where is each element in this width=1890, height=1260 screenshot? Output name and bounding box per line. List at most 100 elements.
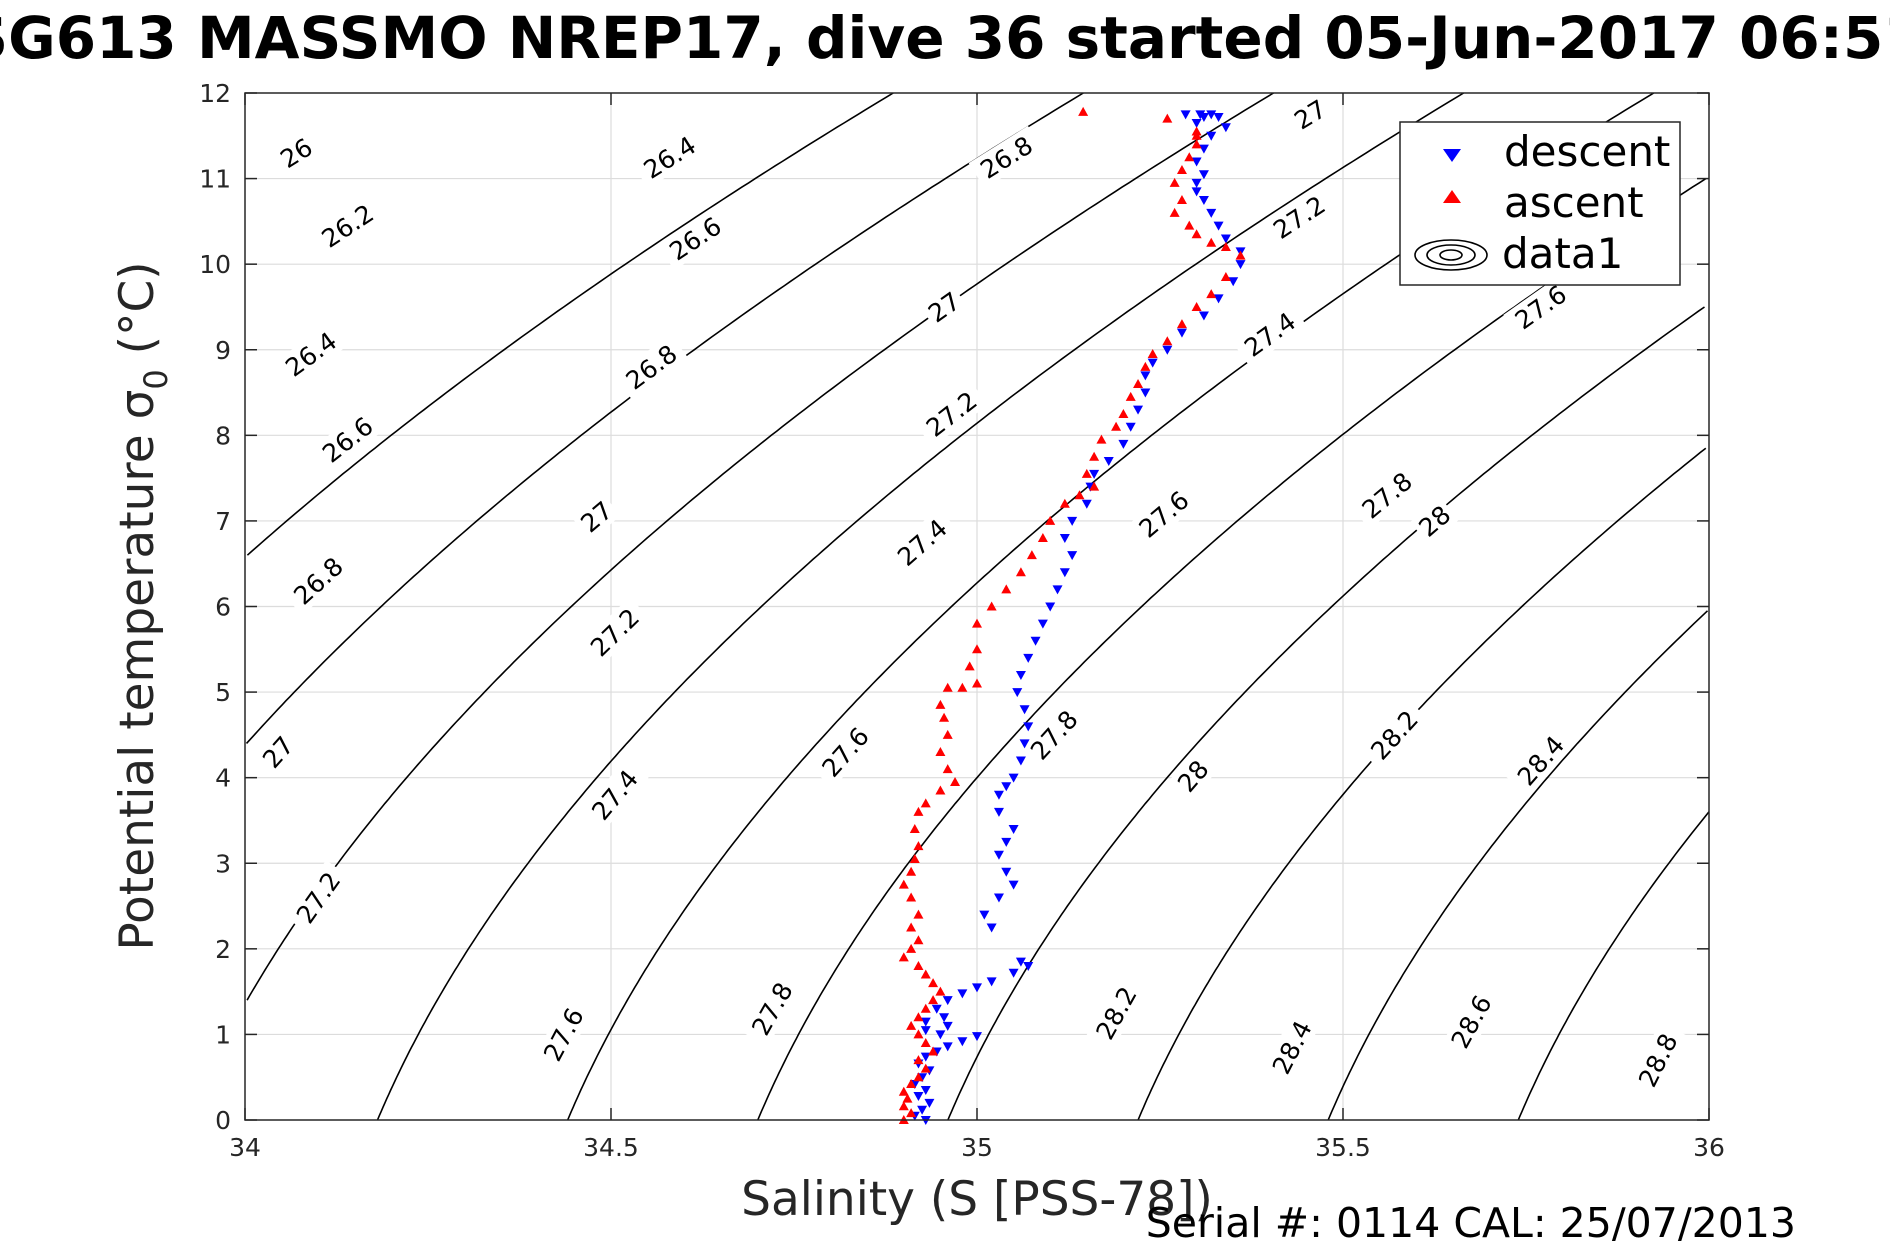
ascent-point-50 [1037,533,1048,543]
legend-contour-icon [1414,239,1488,271]
ascent-point-12 [906,1020,917,1030]
descent-point-18 [920,1017,931,1027]
descent-point-63 [1140,371,1151,381]
ascent-point-37 [942,729,953,739]
descent-point-13 [957,1037,968,1047]
legend-ascent-marker [1443,190,1461,203]
descent-point-44 [1012,688,1023,698]
descent-point-50 [1052,585,1063,595]
ascent-point-5 [906,1079,917,1089]
ascent-point-58 [1111,421,1122,431]
ascent-point-52 [1059,498,1070,508]
descent-point-27 [1015,957,1026,967]
ascent-point-74 [1169,207,1180,217]
ascent-point-55 [1081,468,1092,478]
descent-point-61 [1133,405,1144,415]
contour-label-halo-8 [657,206,733,271]
ascent-point-30 [909,824,920,834]
ascent-point-4 [898,1086,909,1096]
descent-point-77 [1191,178,1202,188]
ascent-point-20 [898,952,909,962]
descent-point-51 [1059,568,1070,578]
x-tick-label-35: 35 [961,1133,993,1162]
ascent-point-67 [1206,289,1217,299]
contour-line-27-4 [1137,447,1707,1121]
descent-point-73 [1213,221,1224,231]
descent-point-65 [1162,345,1173,355]
descent-point-25 [1008,968,1019,978]
x-tick-label-34: 34 [229,1133,261,1162]
descent-point-86 [1180,110,1191,120]
descent-point-53 [1059,534,1070,544]
ascent-point-47 [1001,584,1012,594]
ascent-point-16 [935,986,946,996]
contour-label-halo-28 [1350,461,1424,530]
descent-point-76 [1191,187,1202,197]
ascent-point-36 [935,746,946,756]
contour-label-halo-11 [579,597,651,668]
contour-label-halo-32 [1506,724,1575,797]
contour-label-halo-1 [310,193,385,258]
ascent-point-7 [920,1063,931,1073]
contour-label-halo-31 [1262,1009,1322,1086]
y-axis-label-main: Potential temperature σ [110,390,165,951]
descent-point-68 [1213,294,1224,304]
y-tick-label-1: 1 [215,1020,231,1049]
descent-point-43 [1019,705,1030,715]
ascent-point-33 [935,785,946,795]
descent-point-24 [986,977,997,987]
serial-cal-footer: Serial #: 0114 CAL: 25/07/2013 [1146,1199,1796,1247]
legend-descent-marker [1443,149,1461,162]
contour-label-halo-26 [1085,975,1147,1051]
descent-point-28 [986,923,997,933]
descent-point-26 [1023,961,1034,971]
contour-line-26-8 [566,92,1655,1121]
descent-point-79 [1191,157,1202,167]
ascent-point-10 [920,1037,931,1047]
ascent-point-9 [928,1046,939,1056]
descent-point-21 [942,996,953,1006]
descent-point-15 [935,1030,946,1040]
y-axis-label-unit: (°C) [110,261,165,369]
data-points [898,106,1246,1125]
ascent-point-21 [906,943,917,953]
contour-line-26-6 [376,92,1465,1121]
ascent-point-41 [957,682,968,692]
contour-line-26-2 [245,92,1084,744]
ascent-point-49 [1026,550,1037,560]
descent-point-38 [1001,782,1012,792]
descent-point-16 [920,1026,931,1036]
contour-label-halo-10 [571,492,621,541]
ascent-point-57 [1096,434,1107,444]
descent-point-70 [1235,260,1246,270]
ascent-point-51 [1045,515,1056,525]
descent-point-23 [972,983,982,993]
ascent-point-11 [913,1029,924,1039]
descent-point-31 [1008,880,1019,890]
descent-point-20 [931,1004,942,1014]
descent-point-85 [1220,123,1231,133]
descent-point-29 [979,910,990,920]
descent-point-59 [1118,439,1129,449]
contour-label-halo-2 [273,321,349,387]
ascent-point-23 [906,922,917,932]
ascent-point-53 [1074,490,1085,500]
contour-label-halo-34 [1628,1022,1687,1099]
ascent-point-42 [972,678,982,688]
descent-point-39 [1008,773,1019,783]
ascent-point-64 [1162,336,1173,346]
descent-point-19 [939,1013,950,1023]
descent-point-64 [1147,358,1158,368]
ascent-point-76 [1169,177,1180,187]
descent-point-88 [1195,110,1206,120]
contour-label-halo-5 [253,727,303,777]
contour-label-halo-30 [1359,698,1429,771]
ascent-point-62 [1140,361,1151,371]
ascent-point-19 [913,960,924,970]
ascent-point-82 [1078,106,1089,116]
descent-point-72 [1220,234,1231,244]
ascent-point-66 [1191,301,1202,311]
ascent-point-60 [1125,391,1136,401]
